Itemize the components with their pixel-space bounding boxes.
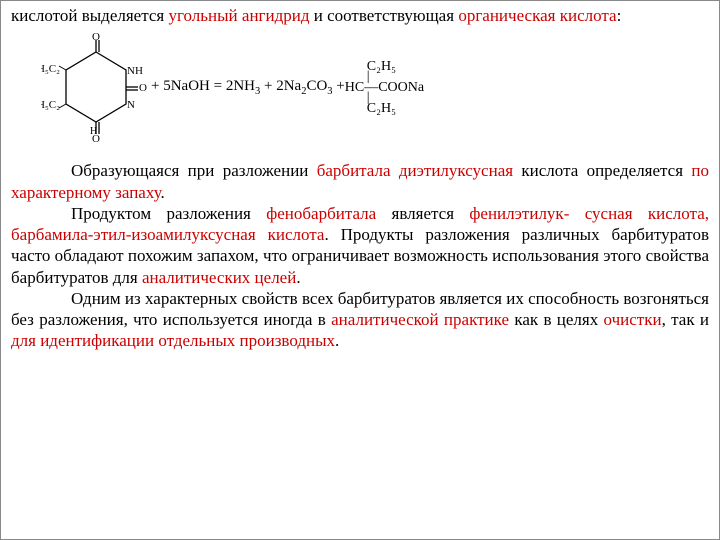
reaction-formula: O O O NH N H H₅C₂ [11,26,709,148]
svg-text:H₅C₂: H₅C₂ [41,99,60,111]
p3-e: , так и [662,310,709,329]
p2-b: фенобарбитала [266,204,376,223]
intro-t2: угольный ангидрид [168,6,309,25]
p3-d: очистки [604,310,662,329]
barbital-structure: O O O NH N H H₅C₂ [41,32,151,142]
document-page: кислотой выделяется угольный ангидрид и … [0,0,720,540]
intro-t4: органическая кислота [458,6,616,25]
p3-c: как в целях [509,310,604,329]
p1-a: Образующаяся при разложении [71,161,317,180]
svg-text:H: H [90,126,97,137]
p1-b: барбитала диэтилуксусная [317,161,513,180]
reaction-lhs: + 5NaOH = 2NH3 + 2Na2CO3 + [151,78,345,97]
p2-c: является [376,204,469,223]
product-bot: C₂H₅ [345,101,424,116]
intro-t5: : [617,6,622,25]
p2-g: . [296,268,300,287]
p1-c: кислота определяется [513,161,691,180]
p1-e: . [161,183,165,202]
intro-t1: кислотой выделяется [11,6,168,25]
paragraph-3: Одним из характерных свойств всех барбит… [11,288,709,352]
product-mid: HC—COONa [345,80,424,95]
p2-f: аналитических целей [142,268,296,287]
product-structure: C₂H₅ | HC—COONa | C₂H₅ [345,59,424,116]
p2-a: Продуктом разложения [71,204,266,223]
svg-text:H₅C₂: H₅C₂ [41,63,60,75]
paragraph-2: Продуктом разложения фенобарбитала являе… [11,203,709,288]
intro-t3: и соответствующая [310,6,459,25]
p3-g: . [335,331,339,350]
intro-paragraph: кислотой выделяется угольный ангидрид и … [11,5,709,26]
svg-text:N: N [127,99,135,111]
paragraph-1: Образующаяся при разложении барбитала ди… [11,160,709,203]
svg-text:NH: NH [127,65,143,77]
p3-f: для идентификации отдельных производных [11,331,335,350]
product-top: C₂H₅ [345,59,424,74]
svg-text:O: O [92,32,100,43]
svg-text:O: O [139,82,147,94]
p3-b: аналитической практике [331,310,509,329]
